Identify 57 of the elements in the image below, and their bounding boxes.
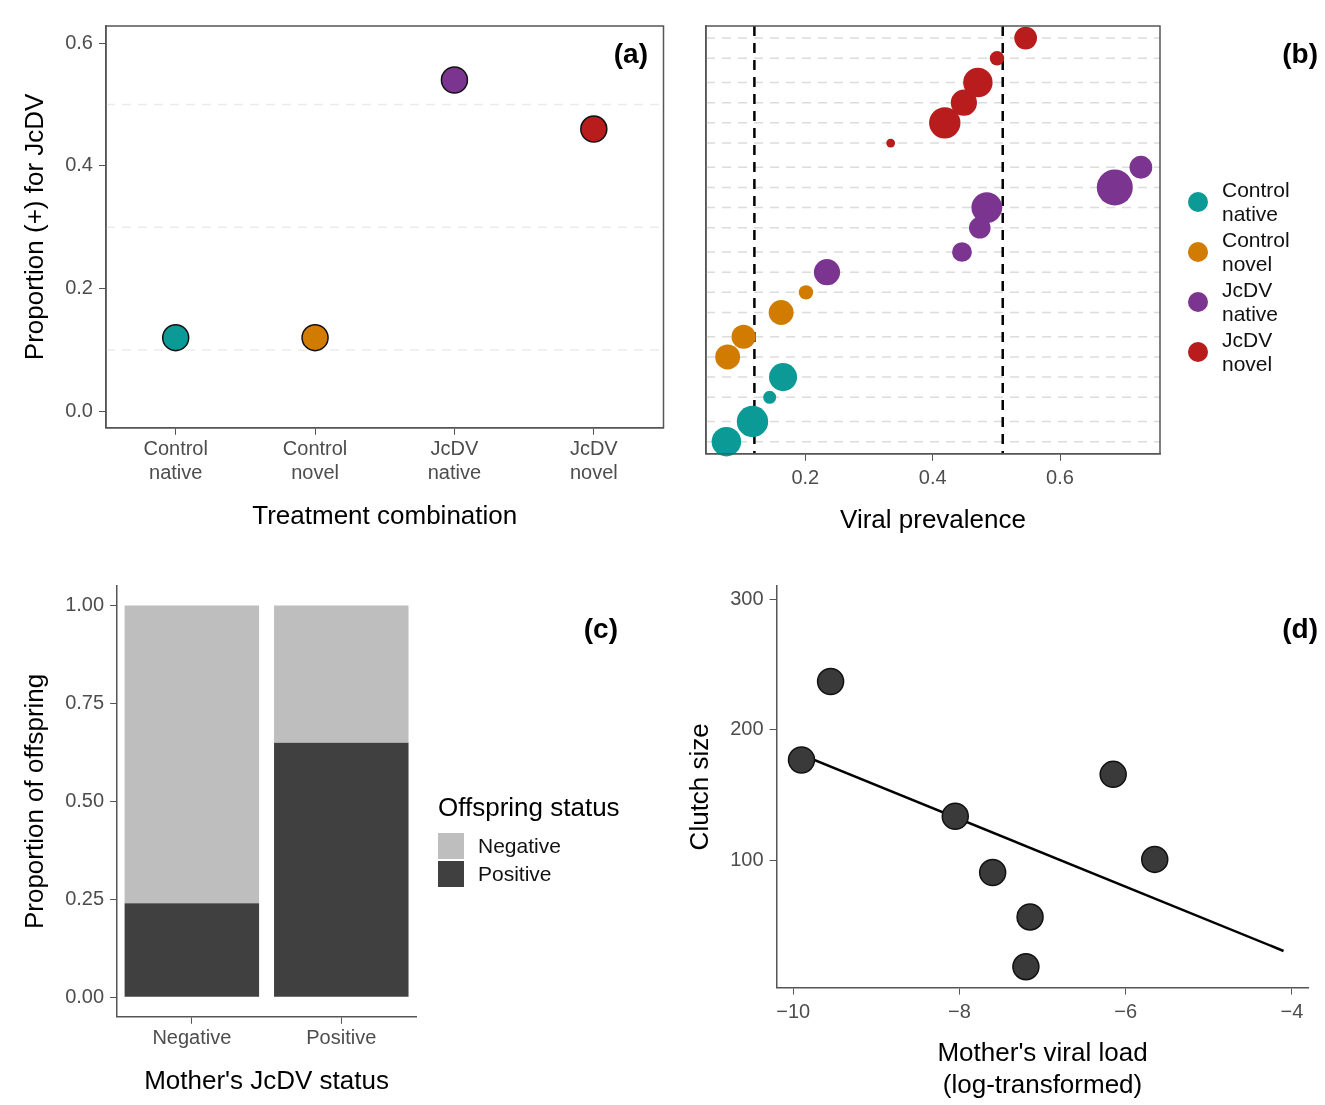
x-tick-label: JcDV novel [569,437,619,484]
y-tick-label: 200 [730,717,764,740]
x-tick-label: Control native [143,437,208,484]
x-tick-label: JcDV native [427,437,482,484]
point [301,323,329,352]
y-tick-label: 300 [730,586,764,609]
y-tick-label: 100 [730,848,764,871]
legend-label: Control novel [1222,228,1291,276]
y-tick-label: 0.00 [65,984,105,1007]
x-tick-label: −8 [948,1000,971,1023]
text: (c) [583,613,618,645]
x-tick-label: −4 [1280,1000,1304,1023]
point [1016,903,1044,931]
legend-label: Negative [478,834,561,858]
annotation: (a) [613,38,648,70]
y-axis-title: Proportion of offspring [18,673,49,930]
legend-label: JcDV novel [1222,328,1274,376]
y-tick-label: 0.75 [65,691,105,714]
y-tick-label: 0.6 [65,30,93,53]
point [440,66,469,94]
y-tick-label: 0.2 [65,276,93,299]
x-axis-title: Mother's JcDV status [144,1064,389,1095]
bar [274,742,409,997]
x-tick-label: Control novel [282,437,348,484]
legend-label: Positive [478,862,552,886]
y-tick-label: 0.25 [65,886,105,909]
x-axis-title: Mother's viral load (log-transformed) [937,1037,1148,1099]
point [161,323,190,352]
x-axis-title: Viral prevalence [840,503,1026,534]
point [580,115,608,143]
x-tick-label: 0.2 [791,466,820,489]
x-tick-label: 0.6 [1046,466,1074,489]
point [941,802,970,830]
annotation: (d) [1282,613,1318,645]
y-tick-label: 1.00 [65,593,105,616]
bar [124,903,260,997]
legend-title: Offspring status [438,792,620,823]
x-axis-title: Treatment combination [252,499,518,530]
point [1012,952,1040,981]
point [787,746,816,774]
bar [274,605,409,743]
legend-label: JcDV native [1222,278,1280,326]
y-tick-label: 0.4 [65,153,93,176]
y-axis-title: Proportion (+) for JcDV [18,92,49,361]
bar [124,605,260,904]
y-tick-label: 0.50 [65,788,105,811]
point [1099,760,1127,789]
y-axis-title: Clutch size [683,723,714,851]
point [978,858,1007,887]
x-tick-label: −6 [1114,1000,1138,1023]
x-tick-label: 0.4 [918,466,947,489]
point [1140,845,1169,874]
y-tick-label: 0.0 [65,398,93,421]
point [816,667,845,696]
x-tick-label: −10 [776,1000,811,1023]
legend-label: Control native [1222,178,1291,226]
text: (b) [1282,38,1318,70]
